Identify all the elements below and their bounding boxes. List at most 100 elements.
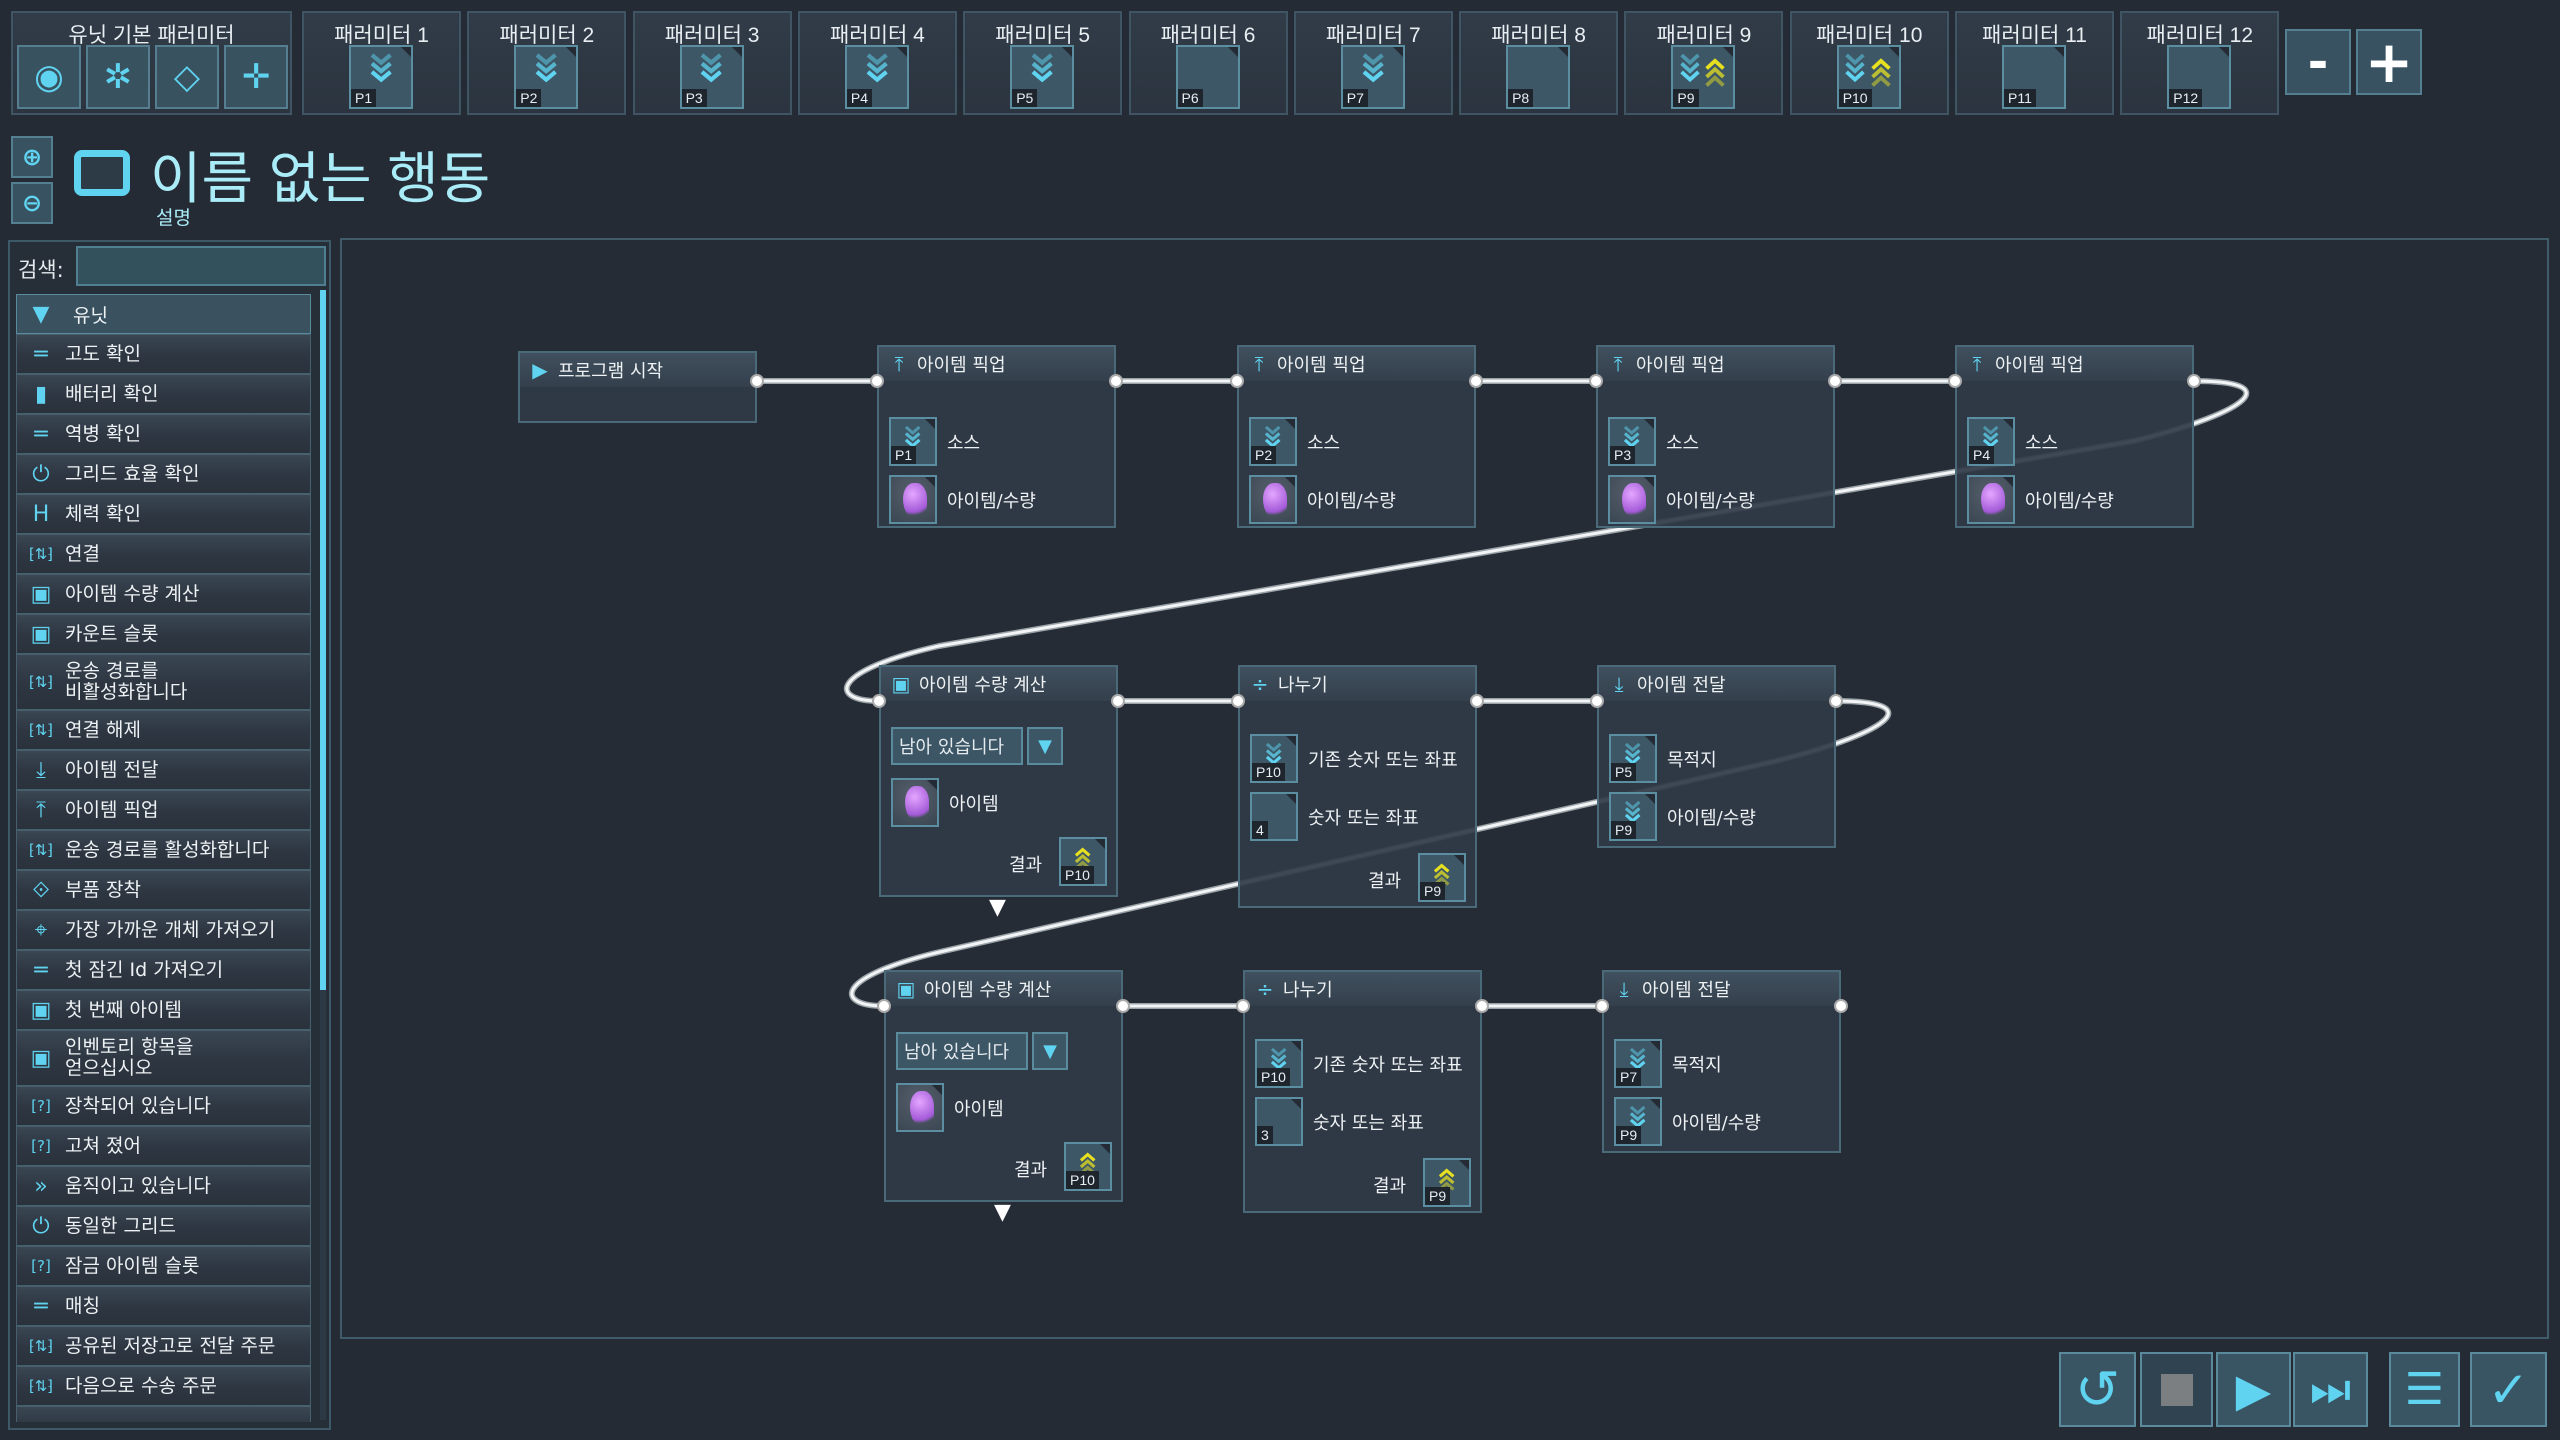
sidebar-item[interactable]: ⏻ 그리드 효율 확인 bbox=[16, 454, 311, 494]
output-port[interactable] bbox=[1829, 694, 1843, 708]
node-pickup[interactable]: ⤒ 아이템 픽업 P4 소스 아이템/수량 bbox=[1955, 345, 2194, 528]
input-port[interactable] bbox=[1948, 374, 1962, 388]
item-slot[interactable] bbox=[1608, 475, 1656, 524]
parameter-tile[interactable]: P9 bbox=[1418, 853, 1466, 902]
sidebar-category-unit[interactable]: ▼ 유닛 bbox=[16, 294, 311, 334]
sidebar-item[interactable]: ═ 고도 확인 bbox=[16, 334, 311, 374]
input-port[interactable] bbox=[1230, 374, 1244, 388]
node-header[interactable]: ⤓ 아이템 전달 bbox=[1604, 972, 1839, 1006]
sidebar-item[interactable]: [?] 고쳐 졌어 bbox=[16, 1126, 311, 1166]
parameter-tile[interactable]: P12 bbox=[2167, 45, 2232, 109]
output-port[interactable] bbox=[1109, 374, 1123, 388]
parameter-slot-2[interactable]: 패러미터 2 P2 bbox=[467, 11, 627, 115]
sidebar-item[interactable]: ⁅⇅⁆ 운송 경로를 활성화합니다 bbox=[16, 830, 311, 870]
output-port[interactable] bbox=[2187, 374, 2201, 388]
parameter-tile[interactable]: P9 bbox=[1614, 1097, 1662, 1146]
node-header[interactable]: ▣ 아이템 수량 계산 bbox=[881, 667, 1116, 701]
parameter-tile[interactable]: P3 bbox=[1608, 417, 1656, 466]
input-port[interactable] bbox=[877, 999, 891, 1013]
parameter-tile[interactable]: P7 bbox=[1340, 45, 1405, 109]
condition-dropdown[interactable]: 남아 있습니다 bbox=[891, 727, 1023, 765]
behavior-title[interactable]: 이름 없는 행동 bbox=[150, 147, 491, 210]
search-input[interactable] bbox=[76, 246, 326, 286]
parameter-tile[interactable]: P9 bbox=[1609, 792, 1657, 841]
node-header[interactable]: ⤒ 아이템 픽업 bbox=[1598, 347, 1833, 381]
parameter-tile[interactable]: P1 bbox=[349, 45, 413, 109]
expand-triangle-icon[interactable]: ▼ bbox=[994, 1200, 1011, 1225]
input-port[interactable] bbox=[1590, 694, 1604, 708]
condition-dropdown[interactable]: 남아 있습니다 bbox=[896, 1032, 1028, 1070]
sidebar-item[interactable]: ⏻ 동일한 그리드 bbox=[16, 1206, 311, 1246]
sidebar-item[interactable]: ⟐ 부품 장착 bbox=[16, 870, 311, 910]
parameter-tile[interactable]: P9 bbox=[1423, 1158, 1471, 1207]
remove-parameter-button[interactable]: - bbox=[2285, 29, 2351, 95]
dropdown-arrow-button[interactable]: ▼ bbox=[1032, 1032, 1068, 1070]
node-start[interactable]: ▶ 프로그램 시작 bbox=[518, 351, 757, 423]
sidebar-item[interactable]: ═ 첫 잠긴 Id 가져오기 bbox=[16, 950, 311, 990]
sidebar-item[interactable]: ▣ 첫 번째 아이템 bbox=[16, 990, 311, 1030]
input-port[interactable] bbox=[870, 374, 884, 388]
sidebar-item[interactable]: ⤒ 아이템 픽업 bbox=[16, 790, 311, 830]
sidebar-item[interactable]: ⁅⇅⁆ 운송 경로를 비활성화합니다 bbox=[16, 654, 311, 710]
node-count[interactable]: ▣ 아이템 수량 계산 남아 있습니다 ▼ 아이템 P10 결과 ▼ bbox=[884, 970, 1123, 1225]
sidebar-item[interactable]: ▮ 배터리 확인 bbox=[16, 374, 311, 414]
program-canvas[interactable]: ▶ 프로그램 시작 ⤒ 아이템 픽업 P1 소스 아이템/수량 ⤒ 아이템 픽업 P2 소스 아이템/… bbox=[340, 238, 2549, 1339]
parameter-slot-11[interactable]: 패러미터 11 P11 bbox=[1955, 11, 2114, 115]
stop-button[interactable] bbox=[2140, 1352, 2213, 1427]
node-header[interactable]: ⤒ 아이템 픽업 bbox=[879, 347, 1114, 381]
sidebar-item[interactable]: ▣ 아이템 수량 계산 bbox=[16, 574, 311, 614]
input-port[interactable] bbox=[1231, 694, 1245, 708]
dropdown-arrow-button[interactable]: ▼ bbox=[1027, 727, 1063, 765]
input-port[interactable] bbox=[1595, 999, 1609, 1013]
sidebar-item[interactable]: ⌖ 가장 가까운 개체 가져오기 bbox=[16, 910, 311, 950]
parameter-tile[interactable]: 4 bbox=[1250, 792, 1298, 841]
node-pickup[interactable]: ⤒ 아이템 픽업 P1 소스 아이템/수량 bbox=[877, 345, 1116, 528]
sidebar-item[interactable]: H 체력 확인 bbox=[16, 494, 311, 534]
parameter-tile[interactable]: 3 bbox=[1255, 1097, 1303, 1146]
node-header[interactable]: ▶ 프로그램 시작 bbox=[520, 353, 755, 387]
sidebar-item[interactable]: ═ 역병 확인 bbox=[16, 414, 311, 454]
node-count[interactable]: ▣ 아이템 수량 계산 남아 있습니다 ▼ 아이템 P10 결과 ▼ bbox=[879, 665, 1118, 920]
zoom-out-button[interactable]: ⊖ bbox=[11, 182, 53, 224]
link-icon[interactable]: ◇ bbox=[155, 45, 219, 109]
input-port[interactable] bbox=[1236, 999, 1250, 1013]
sidebar-item[interactable]: [?] 잠금 아이템 슬롯 bbox=[16, 1246, 311, 1286]
node-pickup[interactable]: ⤒ 아이템 픽업 P2 소스 아이템/수량 bbox=[1237, 345, 1476, 528]
parameter-tile[interactable]: P10 bbox=[1250, 734, 1298, 783]
parameter-tile[interactable]: P10 bbox=[1059, 837, 1107, 886]
add-parameter-button[interactable]: + bbox=[2356, 28, 2422, 96]
sidebar-item[interactable]: ═ 매칭 bbox=[16, 1286, 311, 1326]
parameter-slot-6[interactable]: 패러미터 6 P6 bbox=[1128, 11, 1288, 115]
parameter-slot-4[interactable]: 패러미터 4 P4 bbox=[797, 11, 957, 115]
output-port[interactable] bbox=[1828, 374, 1842, 388]
zoom-in-button[interactable]: ⊕ bbox=[11, 136, 53, 178]
input-port[interactable] bbox=[1589, 374, 1603, 388]
parameter-tile[interactable]: P1 bbox=[889, 417, 937, 466]
output-port[interactable] bbox=[1116, 999, 1130, 1013]
parameter-tile[interactable]: P7 bbox=[1614, 1039, 1662, 1088]
parameter-tile[interactable]: P10 bbox=[1836, 45, 1901, 109]
parameter-tile[interactable]: P4 bbox=[844, 45, 909, 109]
parameter-slot-5[interactable]: 패러미터 5 P5 bbox=[963, 11, 1123, 115]
item-slot[interactable] bbox=[891, 778, 939, 827]
input-port[interactable] bbox=[872, 694, 886, 708]
parameter-slot-12[interactable]: 패러미터 12 P12 bbox=[2120, 11, 2280, 115]
node-divide[interactable]: ÷ 나누기 P10 기존 숫자 또는 좌표 3 숫자 또는 좌표 P9 결과 bbox=[1243, 970, 1482, 1213]
sidebar-item[interactable]: ▣ 인벤토리 항목을 얻으십시오 bbox=[16, 1030, 311, 1086]
node-header[interactable]: ⤒ 아이템 픽업 bbox=[1239, 347, 1474, 381]
play-button[interactable]: ▶ bbox=[2216, 1352, 2291, 1427]
parameter-tile[interactable]: P9 bbox=[1671, 45, 1736, 109]
parameter-tile[interactable]: P2 bbox=[514, 45, 579, 109]
output-port[interactable] bbox=[1834, 999, 1848, 1013]
node-header[interactable]: ▣ 아이템 수량 계산 bbox=[886, 972, 1121, 1006]
item-slot[interactable] bbox=[1249, 475, 1297, 524]
node-header[interactable]: ÷ 나누기 bbox=[1245, 972, 1480, 1006]
parameter-tile[interactable]: P10 bbox=[1255, 1039, 1303, 1088]
sidebar-item[interactable]: ▣ 카운트 슬롯 bbox=[16, 614, 311, 654]
item-slot[interactable] bbox=[1967, 475, 2015, 524]
parameter-tile[interactable]: P11 bbox=[2002, 45, 2066, 109]
sidebar-item[interactable]: [?] 장착되어 있습니다 bbox=[16, 1086, 311, 1126]
sidebar-item[interactable]: ⤓ 아이템 전달 bbox=[16, 750, 311, 790]
confirm-button[interactable]: ✓ bbox=[2470, 1352, 2547, 1427]
sidebar-item[interactable]: » 움직이고 있습니다 bbox=[16, 1166, 311, 1206]
